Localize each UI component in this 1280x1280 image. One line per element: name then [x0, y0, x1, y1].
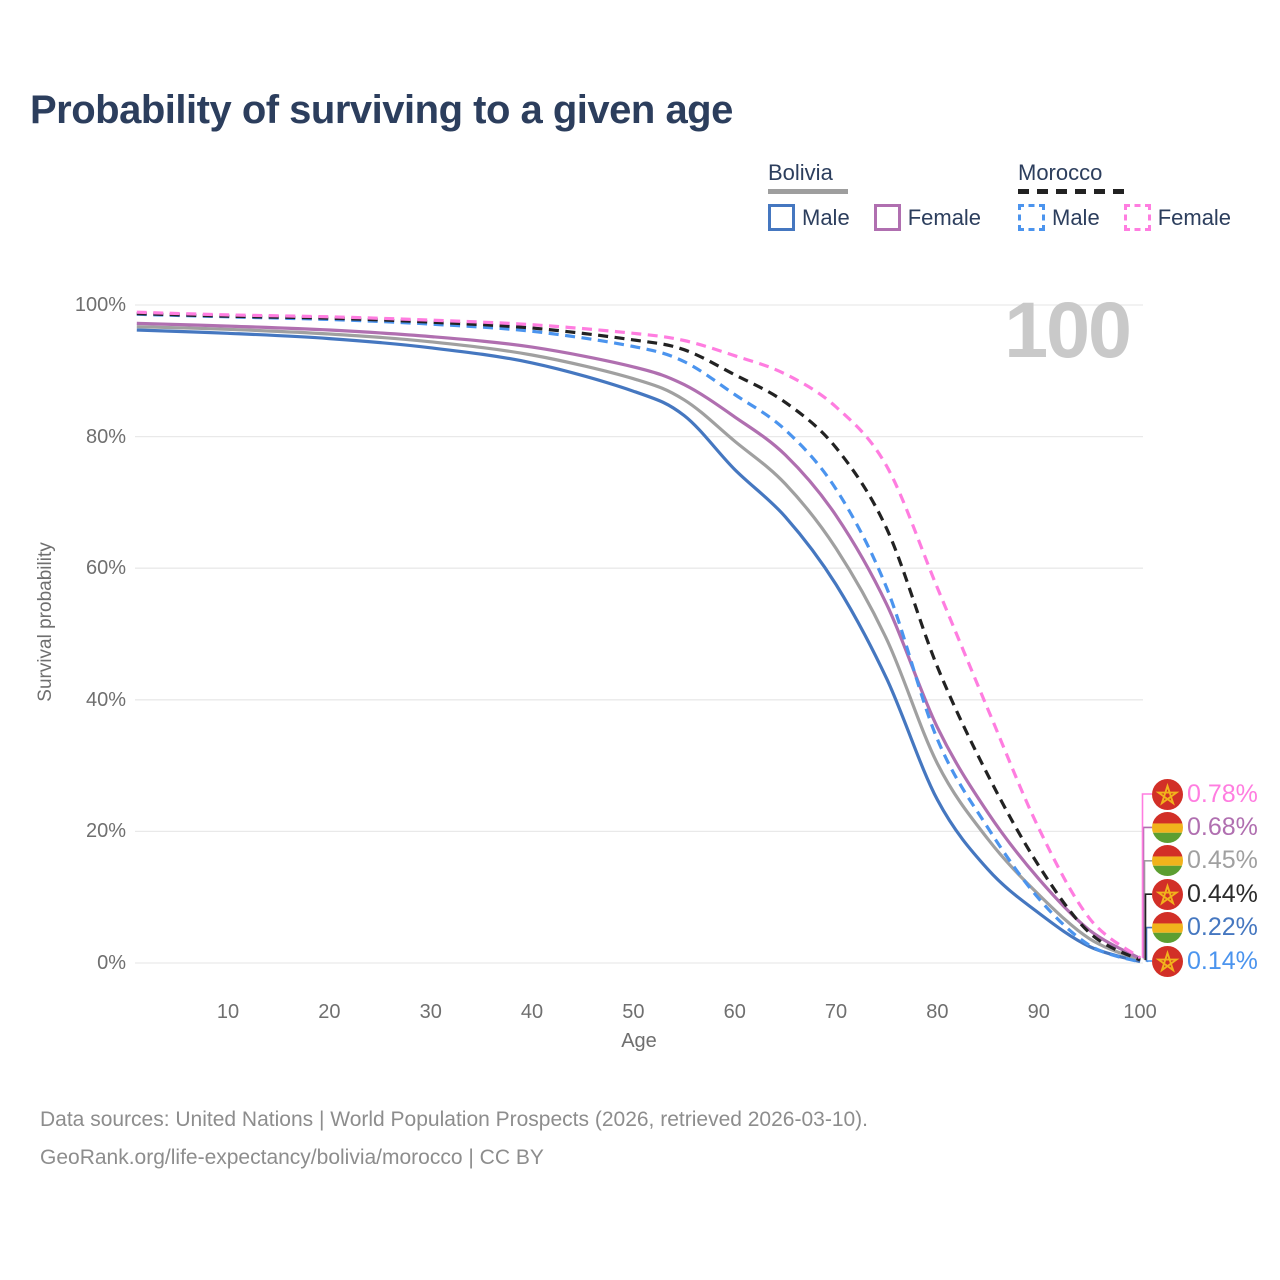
end-label-row-bolivia-female: 0.68%: [1146, 810, 1258, 844]
leader-line-bolivia-total: [1143, 860, 1152, 960]
legend-swatch-icon: [1018, 204, 1045, 231]
leader-line-bolivia-male: [1145, 926, 1152, 962]
end-label-row-bolivia-male: 0.22%: [1146, 911, 1258, 945]
legend-item-label: Male: [1052, 204, 1100, 230]
y-axis-title: Survival probability: [35, 542, 56, 702]
legend-items-row: Male Female: [1018, 204, 1231, 231]
end-label-value: 0.45%: [1187, 846, 1258, 875]
curve-morocco-total: [136, 312, 1141, 962]
curve-bolivia-male: [136, 328, 1141, 964]
end-label-value: 0.68%: [1187, 812, 1258, 841]
age-counter-watermark: 100: [1004, 285, 1132, 374]
curve-morocco-female: [136, 310, 1142, 960]
bolivia-flag-icon: [1152, 912, 1183, 944]
curve-morocco-male: [136, 312, 1141, 964]
legend-country-label: Bolivia: [768, 160, 833, 185]
end-label-row-bolivia-total: 0.45%: [1146, 844, 1258, 878]
x-axis-title: Age: [621, 1030, 657, 1052]
leader-line-bolivia-female: [1142, 826, 1152, 959]
legend-item-morocco-male[interactable]: Male: [1018, 204, 1100, 231]
y-tick-label-0%: 0%: [97, 952, 126, 974]
legend-country-label: Morocco: [1018, 160, 1103, 185]
morocco-flag-icon: [1152, 878, 1183, 910]
end-label-value: 0.78%: [1187, 779, 1258, 808]
curve-bolivia-total: [136, 325, 1141, 962]
legend-swatch-icon: [873, 204, 901, 231]
legend-item-label: Female: [907, 204, 982, 230]
end-label-value: 0.44%: [1187, 879, 1258, 908]
x-tick-label-90: 90: [1027, 1001, 1050, 1023]
curve-bolivia-female: [136, 321, 1141, 960]
y-tick-label-80%: 80%: [85, 425, 126, 448]
legend-items-row: Male Female: [768, 204, 981, 231]
y-tick-label-100%: 100%: [74, 294, 126, 316]
x-tick-label-20: 20: [318, 1001, 341, 1023]
legend-item-bolivia-male[interactable]: Male: [768, 204, 850, 231]
morocco-flag-icon: [1152, 778, 1183, 810]
legend-dashed-line-sample: [1018, 189, 1124, 194]
y-tick-label-40%: 40%: [85, 688, 126, 711]
legend-swatch-icon: [768, 204, 795, 231]
end-label-row-morocco-female: 0.78%: [1146, 777, 1258, 811]
legend-item-label: Male: [802, 204, 850, 230]
y-tick-label-60%: 60%: [85, 557, 126, 580]
x-tick-label-70: 70: [824, 1001, 848, 1023]
x-tick-label-50: 50: [622, 1001, 645, 1023]
bolivia-flag-icon: [1152, 811, 1183, 843]
x-tick-label-40: 40: [520, 1001, 544, 1023]
legend-solid-line-sample: [768, 189, 848, 194]
x-tick-label-10: 10: [216, 1001, 240, 1023]
y-tick-label-20%: 20%: [85, 820, 126, 843]
x-tick-label-100: 100: [1123, 1001, 1157, 1023]
footer-line-1: Data sources: United Nations | World Pop…: [40, 1108, 869, 1131]
bolivia-flag-icon: [1152, 845, 1183, 877]
end-label-row-morocco-male: 0.14%: [1146, 944, 1258, 978]
x-tick-label-30: 30: [419, 1001, 442, 1023]
end-label-row-morocco-total: 0.44%: [1146, 877, 1258, 911]
x-tick-label-60: 60: [723, 1001, 746, 1023]
legend-item-bolivia-female[interactable]: Female: [873, 204, 982, 231]
legend-group-morocco: Morocco Male Female: [1018, 160, 1231, 231]
legend-swatch-icon: [1123, 204, 1151, 231]
end-label-value: 0.22%: [1187, 913, 1258, 942]
leader-line-morocco-female: [1141, 793, 1152, 958]
leader-line-morocco-total: [1144, 893, 1152, 961]
morocco-flag-icon: [1152, 945, 1183, 977]
legend-group-bolivia: Bolivia Male Female: [768, 160, 981, 231]
leader-line-morocco-male: [1146, 960, 1152, 963]
legend-item-morocco-female[interactable]: Female: [1123, 204, 1232, 231]
footer-line-2: GeoRank.org/life-expectancy/bolivia/moro…: [40, 1146, 544, 1169]
end-label-value: 0.14%: [1187, 946, 1258, 975]
x-tick-label-80: 80: [926, 1001, 949, 1023]
legend-item-label: Female: [1157, 204, 1232, 230]
page-title: Probability of surviving to a given age: [30, 88, 733, 132]
